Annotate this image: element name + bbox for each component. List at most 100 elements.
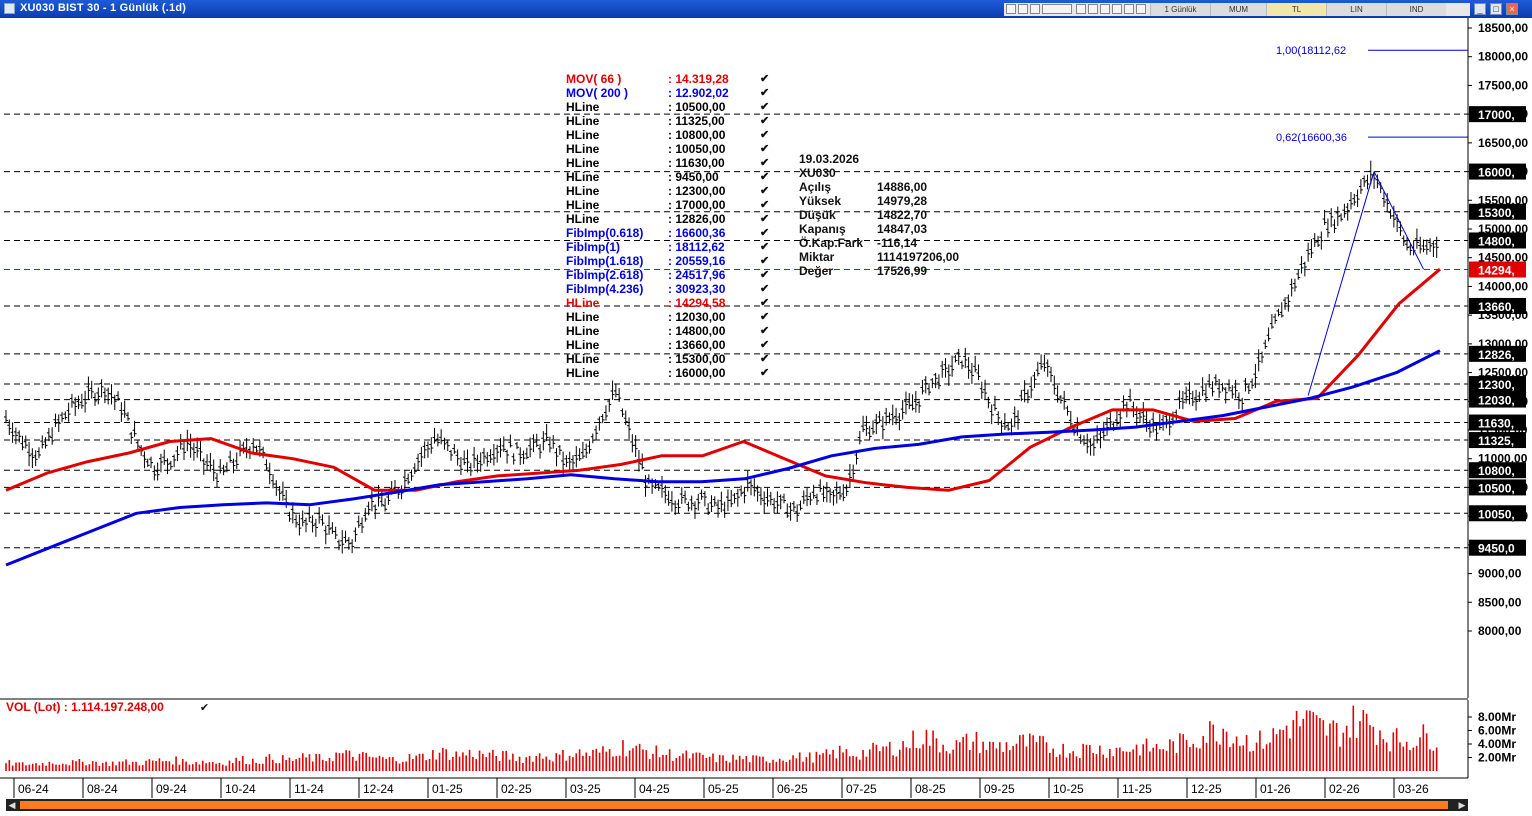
maximize-button[interactable]: □ xyxy=(1490,3,1502,15)
fibonacci-trend-lines xyxy=(1307,171,1424,396)
volume-tick-label: 8.00Mr xyxy=(1478,710,1516,724)
legend-visible-checkmark-icon[interactable]: ✔ xyxy=(760,73,770,85)
tab-currency[interactable]: TL xyxy=(1266,3,1326,16)
scrollbar-thumb[interactable] xyxy=(20,801,1448,809)
legend-visible-checkmark-icon[interactable]: ✔ xyxy=(760,353,770,365)
x-tick-label: 08-25 xyxy=(915,782,946,796)
scroll-left-icon[interactable]: ◀ xyxy=(8,800,16,810)
legend-item-name: HLine xyxy=(566,310,600,324)
legend-item-value: : 11325,00 xyxy=(668,114,725,128)
legend-item-value: : 10800,00 xyxy=(668,128,726,142)
hline-price-label: 12300, xyxy=(1478,378,1515,392)
price-chart[interactable]: 1,00(18112,62 0,62(16600,36 18500,00 18000… xyxy=(0,18,1532,816)
legend-visible-checkmark-icon[interactable]: ✔ xyxy=(760,325,770,337)
settings-icon[interactable] xyxy=(1030,4,1040,14)
hline-price-label: 11325, xyxy=(1478,434,1514,448)
scroll-right-icon[interactable]: ▶ xyxy=(1458,800,1466,810)
legend-visible-checkmark-icon[interactable]: ✔ xyxy=(760,227,770,239)
volume-label: VOL (Lot) : 1.114.197.248,00 ✔ xyxy=(6,700,209,714)
legend-visible-checkmark-icon[interactable]: ✔ xyxy=(760,143,770,155)
legend-item-name: HLine xyxy=(566,338,600,352)
zoom-icon[interactable] xyxy=(1088,4,1098,14)
legend-visible-checkmark-icon[interactable]: ✔ xyxy=(760,255,770,267)
y-tick-label: 9000,00 xyxy=(1478,567,1522,581)
crosshair-icon[interactable] xyxy=(1100,4,1110,14)
tab-indicators[interactable]: IND xyxy=(1386,3,1446,16)
fib-level-label: 0,62(16600,36 xyxy=(1276,132,1347,144)
legend-item-value: : 12826,00 xyxy=(668,212,726,226)
info-key: Yüksek xyxy=(799,194,842,208)
x-tick-label: 11-25 xyxy=(1122,782,1152,796)
hline-price-label: 9450,0 xyxy=(1478,542,1515,556)
hline-price-label: 15300, xyxy=(1478,206,1515,220)
legend-item-value: : 14.319,28 xyxy=(668,72,729,86)
volume-tick-label: 6.00Mr xyxy=(1478,724,1516,738)
close-button[interactable]: × xyxy=(1506,3,1518,15)
hline-price-tag xyxy=(1469,297,1526,314)
fib-level-label: 1,00(18112,62 xyxy=(1276,45,1346,57)
tab-linear-scale[interactable]: LIN xyxy=(1326,3,1386,16)
fib-trend-line xyxy=(1307,171,1375,396)
hline-price-tag xyxy=(1469,505,1526,522)
x-tick-label: 05-25 xyxy=(708,782,739,796)
info-key: Değer xyxy=(799,264,834,278)
moving-average-line xyxy=(5,349,1441,567)
hline-price-tag xyxy=(1469,432,1526,449)
color-palette-icon[interactable] xyxy=(1018,4,1028,14)
legend-visible-checkmark-icon[interactable]: ✔ xyxy=(760,199,770,211)
tab-period[interactable]: 1 Günlük xyxy=(1150,3,1210,16)
app-icon[interactable] xyxy=(4,3,15,14)
legend-visible-checkmark-icon[interactable]: ✔ xyxy=(760,185,770,197)
hline-price-label: 10500, xyxy=(1478,481,1515,495)
fibonacci-icon[interactable] xyxy=(1124,4,1134,14)
minimize-button[interactable]: _ xyxy=(1474,3,1486,15)
legend-visible-checkmark-icon[interactable]: ✔ xyxy=(760,157,770,169)
legend-visible-checkmark-icon[interactable]: ✔ xyxy=(760,171,770,183)
hline-price-tag xyxy=(1469,376,1526,393)
y-tick-label: 16500,00 xyxy=(1478,136,1528,150)
chart-toolbar: 1 Günlük MUM TL LIN IND xyxy=(1004,3,1470,16)
hline-price-label: 16000, xyxy=(1478,166,1515,180)
x-tick-label: 12-24 xyxy=(363,782,394,796)
hline-price-label: 12826, xyxy=(1478,348,1515,362)
legend-item-value: : 10500,00 xyxy=(668,100,726,114)
volume-tick-label: 2.00Mr xyxy=(1478,751,1516,765)
y-tick-label: 8000,00 xyxy=(1478,624,1522,638)
legend-item-value: : 14294,58 xyxy=(668,296,726,310)
legend-visible-checkmark-icon[interactable]: ✔ xyxy=(760,87,770,99)
dropdown-icon[interactable] xyxy=(1136,4,1146,14)
x-tick-label: 08-24 xyxy=(87,782,118,796)
bar-chart-icon[interactable] xyxy=(1006,4,1016,14)
legend-visible-checkmark-icon[interactable]: ✔ xyxy=(760,241,770,253)
horizontal-scrollbar[interactable]: ◀ ▶ xyxy=(6,799,1468,811)
volume-visible-checkmark-icon[interactable]: ✔ xyxy=(199,702,210,714)
legend-visible-checkmark-icon[interactable]: ✔ xyxy=(760,213,770,225)
fibonacci-levels: 1,00(18112,62 0,62(16600,36 xyxy=(1276,45,1468,144)
legend-item-value: : 14800,00 xyxy=(668,324,726,338)
legend-item-value: : 12.902,02 xyxy=(668,86,729,100)
formula-icon[interactable] xyxy=(1042,4,1072,14)
legend-item-name: FibImp(4.236) xyxy=(566,282,644,296)
legend-visible-checkmark-icon[interactable]: ✔ xyxy=(760,101,770,113)
hline-price-tag xyxy=(1469,163,1526,180)
edit-icon[interactable] xyxy=(1076,4,1086,14)
legend-visible-checkmark-icon[interactable]: ✔ xyxy=(760,297,770,309)
draw-icon[interactable] xyxy=(1112,4,1122,14)
x-tick-label: 12-25 xyxy=(1191,782,1222,796)
x-tick-label: 09-24 xyxy=(156,782,187,796)
x-tick-label: 06-25 xyxy=(777,782,808,796)
legend-visible-checkmark-icon[interactable]: ✔ xyxy=(760,311,770,323)
legend-visible-checkmark-icon[interactable]: ✔ xyxy=(760,129,770,141)
legend-visible-checkmark-icon[interactable]: ✔ xyxy=(760,269,770,281)
tab-candles[interactable]: MUM xyxy=(1210,3,1266,16)
info-key: 19.03.2026 xyxy=(799,152,860,166)
legend-item-name: HLine xyxy=(566,212,600,226)
legend-item-name: HLine xyxy=(566,352,600,366)
x-tick-label: 01-26 xyxy=(1260,782,1291,796)
legend-item-value: : 11630,00 xyxy=(668,156,725,170)
legend-visible-checkmark-icon[interactable]: ✔ xyxy=(760,283,770,295)
info-value: 14822,70 xyxy=(877,208,928,222)
legend-visible-checkmark-icon[interactable]: ✔ xyxy=(760,115,770,127)
legend-visible-checkmark-icon[interactable]: ✔ xyxy=(760,367,770,379)
legend-visible-checkmark-icon[interactable]: ✔ xyxy=(760,339,770,351)
